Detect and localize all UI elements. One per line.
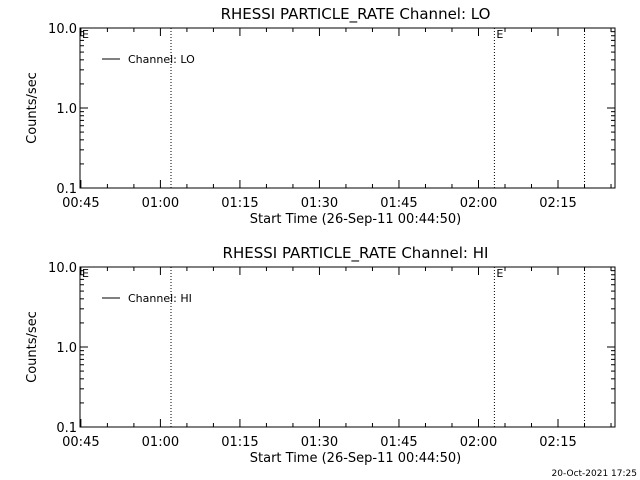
y-tick-label: 1.0 [56, 102, 77, 117]
chart-title: RHESSI PARTICLE_RATE Channel: HI [223, 244, 489, 263]
x-tick-label: 02:00 [460, 435, 497, 450]
legend-label: Channel: LO [128, 53, 195, 66]
x-tick-label: 01:00 [142, 435, 179, 450]
y-tick-label: 0.1 [56, 182, 77, 197]
x-tick-label: 02:00 [460, 196, 497, 211]
y-tick-label: 10.0 [48, 22, 77, 37]
x-tick-label: 02:15 [539, 435, 576, 450]
x-tick-label: 01:30 [301, 435, 338, 450]
x-tick-label: 00:45 [62, 435, 99, 450]
corner-flag-label: E [82, 28, 89, 41]
x-tick-label: 02:15 [539, 196, 576, 211]
vertical-marker-label: E [496, 28, 503, 41]
legend-label: Channel: HI [128, 292, 192, 305]
chart-panel-2: RHESSI PARTICLE_RATE Channel: HI Counts/s… [25, 244, 616, 466]
x-axis-label: Start Time (26-Sep-11 00:44:50) [250, 212, 461, 227]
chart-panel-1: RHESSI PARTICLE_RATE Channel: LO Counts/s… [25, 5, 616, 227]
x-tick-label: 01:00 [142, 196, 179, 211]
corner-flag-label: E [82, 267, 89, 280]
y-tick-label: 10.0 [48, 261, 77, 276]
chart-title: RHESSI PARTICLE_RATE Channel: LO [221, 5, 491, 24]
plot-frame [79, 266, 616, 428]
x-tick-label: 01:45 [380, 435, 417, 450]
x-tick-label: 01:15 [221, 435, 258, 450]
plot-frame [79, 27, 616, 189]
x-tick-label: 01:45 [380, 196, 417, 211]
y-axis-label: Counts/sec [25, 311, 40, 383]
x-axis-label: Start Time (26-Sep-11 00:44:50) [250, 451, 461, 466]
vertical-marker-label: E [496, 267, 503, 280]
x-tick-label: 01:15 [221, 196, 258, 211]
y-tick-label: 1.0 [56, 341, 77, 356]
y-axis-label: Counts/sec [25, 72, 40, 144]
footer-timestamp: 20-Oct-2021 17:25 [552, 469, 637, 479]
x-tick-label: 00:45 [62, 196, 99, 211]
y-tick-label: 0.1 [56, 421, 77, 436]
x-tick-label: 01:30 [301, 196, 338, 211]
